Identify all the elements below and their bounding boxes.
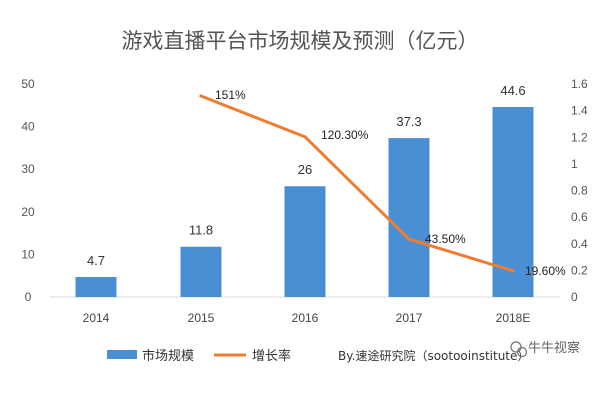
line-value-label: 120.30% [321,128,369,142]
x-tick-label: 2017 [396,311,423,325]
right-tick-label: 1.6 [571,77,588,91]
left-tick-label: 50 [21,77,35,91]
legend-line-label: 增长率 [252,348,291,364]
x-tick-label: 2016 [292,311,319,325]
right-tick-label: 0.6 [571,210,588,224]
bar-value-label: 26 [298,162,312,177]
right-tick-label: 1.4 [571,104,588,118]
line-series [199,94,515,273]
x-tick-label: 2015 [188,311,215,325]
growth-rate-point [199,94,203,98]
left-axis-ticks: 0 10 20 30 40 50 [21,77,35,304]
x-tick-label: 2014 [83,311,110,325]
bar-2014 [75,276,117,297]
bar-2016 [284,186,326,297]
line-value-label: 151% [215,88,246,102]
line-value-labels: 151% 120.30% 43.50% 19.60% [215,88,566,278]
x-axis-ticks: 2014 2015 2016 2017 2018E [83,311,531,325]
left-tick-label: 30 [21,162,35,176]
left-tick-label: 0 [25,290,32,304]
left-tick-label: 40 [21,120,35,134]
bar-series [75,107,534,297]
bar-2017 [388,138,430,297]
growth-rate-line [199,94,515,273]
growth-rate-point [511,269,515,273]
legend-bar-swatch [107,350,137,359]
line-value-label: 19.60% [525,264,566,278]
legend: 市场规模 增长率 [107,348,291,364]
bar-value-label: 37.3 [396,114,421,129]
right-tick-label: 1.2 [571,130,588,144]
right-tick-label: 0.2 [571,263,588,277]
right-tick-label: 1 [571,157,578,171]
growth-rate-point [407,237,411,241]
watermark-text: 牛牛视察 [528,341,580,356]
bar-value-label: 4.7 [87,253,105,268]
left-tick-label: 10 [21,247,35,261]
x-tick-label: 2018E [496,311,531,325]
bar-value-label: 11.8 [189,223,213,238]
bar-value-label: 44.6 [500,83,525,98]
growth-rate-point [303,135,307,139]
line-value-label: 43.50% [425,232,466,246]
right-tick-label: 0.4 [571,237,588,251]
left-tick-label: 20 [21,205,35,219]
watermark: 牛牛视察 [510,341,580,358]
source-note: By.速途研究院（sootooinstitute） [338,348,529,363]
watermark-icon [510,341,528,358]
right-tick-label: 0 [571,290,578,304]
chart-title: 游戏直播平台市场规模及预测（亿元） [122,29,479,53]
right-axis-ticks: 0 0.2 0.4 0.6 0.8 1 1.2 1.4 1.6 [571,77,588,304]
bar-2015 [180,246,222,297]
legend-bar-label: 市场规模 [142,348,194,364]
right-tick-label: 0.8 [571,184,588,198]
bar-value-labels: 4.7 11.8 26 37.3 44.6 [87,83,526,268]
